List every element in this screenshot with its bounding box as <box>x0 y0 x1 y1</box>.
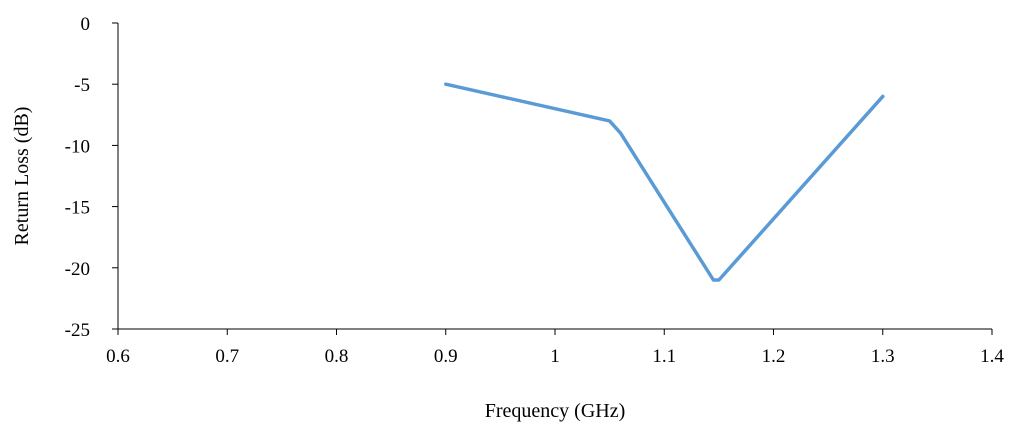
x-tick-label: 1.3 <box>871 346 895 367</box>
series-layer <box>444 82 885 282</box>
y-tick-label: -25 <box>65 320 90 341</box>
x-axis-title: Frequency (GHz) <box>485 400 626 422</box>
y-tick-label: -5 <box>74 75 90 96</box>
y-axis-title: Return Loss (dB) <box>11 107 33 246</box>
y-tick-label: -10 <box>65 136 90 157</box>
x-tick-label: 1 <box>550 346 560 367</box>
x-tick-label: 0.9 <box>434 346 458 367</box>
x-tick-label: 0.6 <box>106 346 130 367</box>
x-tick-label: 1.4 <box>980 346 1004 367</box>
y-tick-label: -15 <box>65 198 90 219</box>
x-tick-label: 1.1 <box>652 346 676 367</box>
x-tick-label: 0.7 <box>215 346 239 367</box>
x-tick-label: 0.8 <box>325 346 349 367</box>
series-line <box>444 82 885 282</box>
y-tick-label: -20 <box>65 259 90 280</box>
x-axis-ticks: 0.6 0.7 0.8 0.9 1 1.1 1.2 1.3 1.4 <box>106 329 1004 367</box>
x-tick-label: 1.2 <box>762 346 786 367</box>
y-tick-label: 0 <box>81 14 91 35</box>
y-axis-ticks: 0 -5 -10 -15 -20 -25 <box>65 14 118 341</box>
